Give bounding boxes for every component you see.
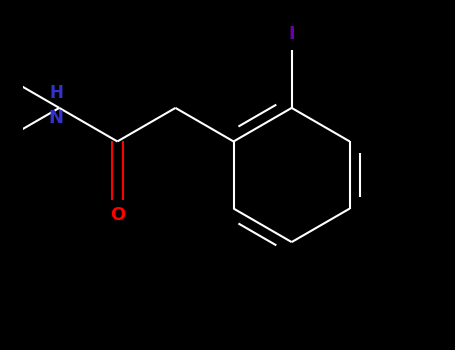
Text: H: H [50,84,63,102]
Text: I: I [288,25,295,43]
Text: O: O [110,206,125,224]
Text: N: N [49,109,64,127]
